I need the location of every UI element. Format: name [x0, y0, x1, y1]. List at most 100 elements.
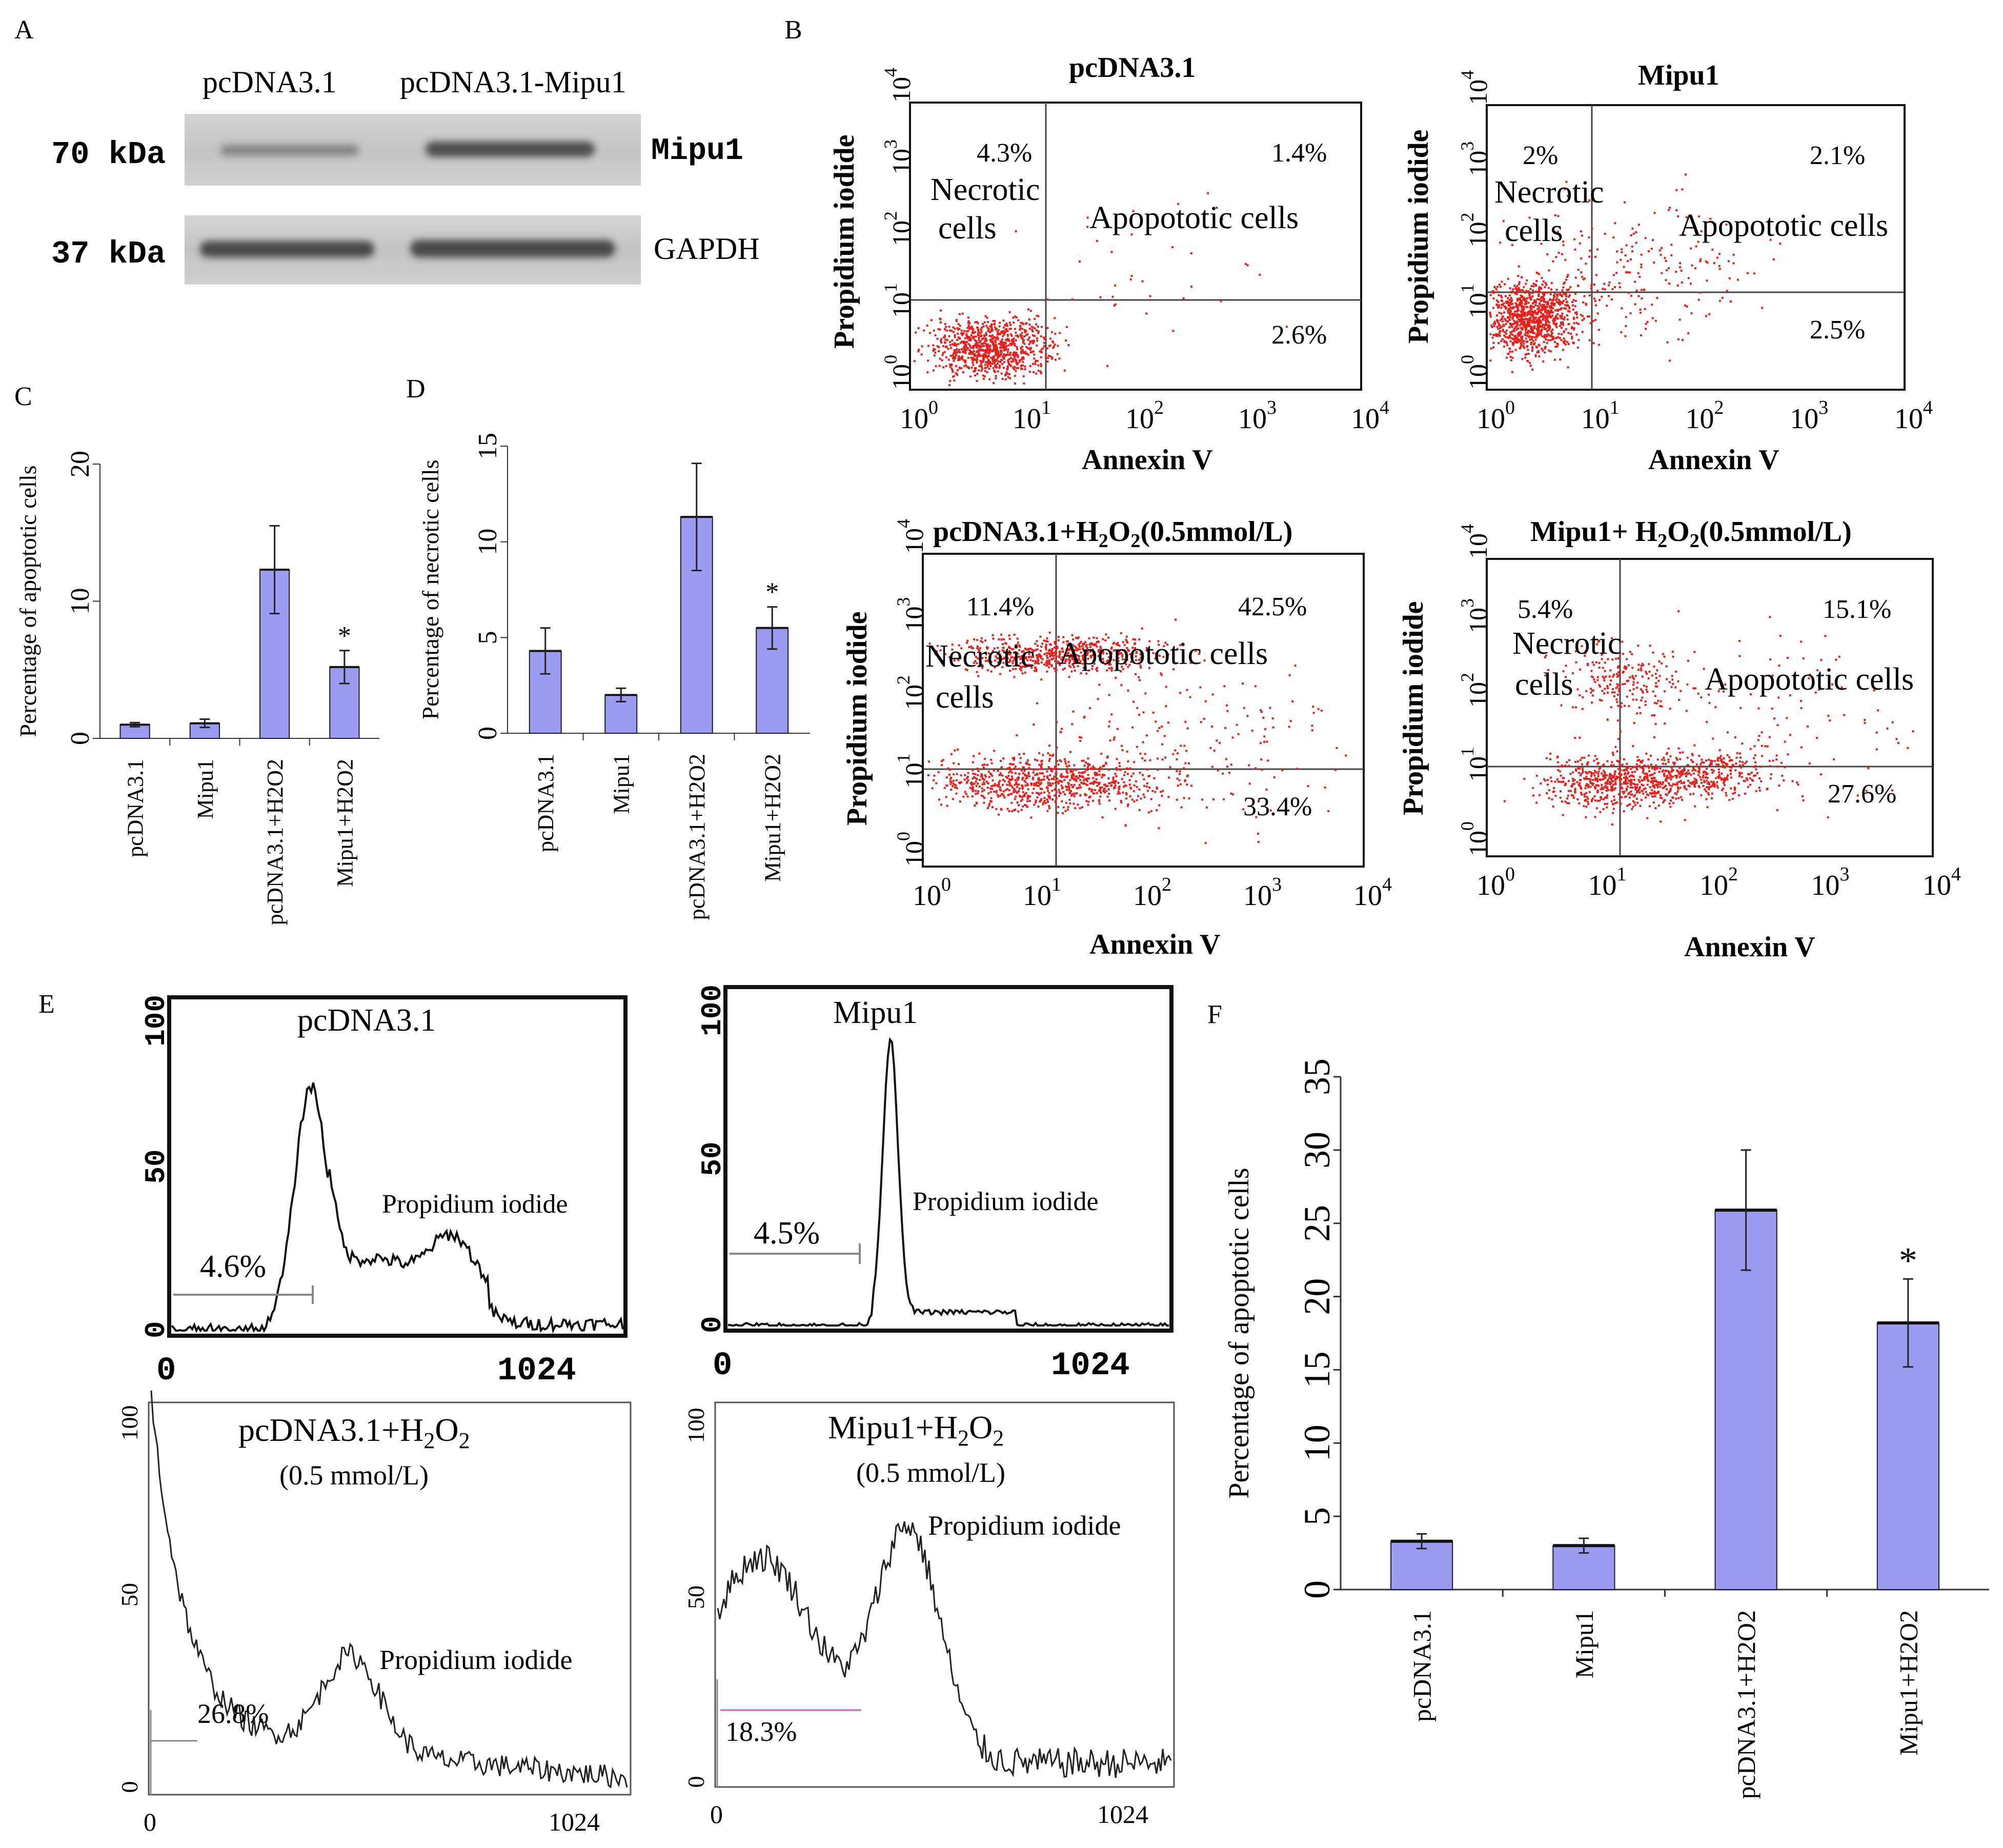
event-dot	[1494, 323, 1496, 325]
event-dot	[1130, 233, 1133, 236]
event-dot	[1534, 338, 1537, 341]
event-dot	[1526, 345, 1529, 347]
event-dot	[1054, 332, 1057, 335]
event-dot	[1802, 657, 1805, 660]
event-dot	[953, 356, 955, 358]
event-dot	[1014, 772, 1017, 774]
necrotic-label: Necrotic	[925, 639, 1035, 674]
event-dot	[1738, 655, 1741, 657]
event-dot	[966, 639, 969, 642]
event-dot	[1625, 271, 1627, 273]
flow-plot-pcdna: 4.3% 1.4% 2.6% Necrotic cells Apopototic…	[880, 68, 1389, 435]
event-dot	[1671, 768, 1673, 771]
event-dot	[1104, 784, 1106, 786]
event-dot	[1638, 275, 1641, 278]
event-dot	[1543, 778, 1545, 780]
flow-plot-mipu1: 2% 2.1% 2.5% Necrotic cells Apopototic c…	[1457, 70, 1933, 435]
event-dot	[1719, 757, 1722, 759]
event-dot	[1512, 329, 1515, 331]
event-dot	[1521, 295, 1524, 297]
event-dot	[1531, 368, 1534, 371]
event-dot	[1236, 724, 1238, 726]
event-dot	[1525, 317, 1528, 320]
event-dot	[1060, 785, 1063, 787]
event-dot	[1498, 323, 1500, 325]
event-dot	[977, 353, 979, 356]
event-dot	[1242, 808, 1245, 811]
event-dot	[1582, 771, 1584, 773]
event-dot	[948, 326, 950, 328]
event-dot	[1110, 646, 1113, 649]
event-dot	[1073, 784, 1076, 786]
event-dot	[1231, 736, 1234, 739]
event-dot	[1020, 350, 1023, 353]
event-dot	[987, 328, 990, 330]
event-dot	[1021, 656, 1023, 658]
event-dot	[1669, 681, 1671, 684]
event-dot	[969, 350, 972, 352]
event-dot	[1147, 775, 1150, 777]
event-dot	[1057, 812, 1059, 814]
event-dot	[998, 367, 1001, 369]
event-dot	[976, 350, 979, 352]
event-dot	[1010, 357, 1012, 359]
event-dot	[1579, 785, 1581, 787]
flow-ytick: 104	[880, 68, 916, 103]
event-dot	[1098, 802, 1101, 805]
event-dot	[1005, 378, 1007, 380]
event-dot	[1044, 802, 1047, 805]
event-dot	[1693, 777, 1696, 780]
event-dot	[1753, 775, 1755, 777]
event-dot	[1034, 662, 1037, 665]
event-dot	[993, 382, 995, 384]
event-dot	[978, 334, 980, 337]
event-dot	[1118, 788, 1120, 790]
event-dot	[1039, 350, 1041, 353]
event-dot	[1086, 652, 1089, 654]
event-dot	[1085, 794, 1087, 796]
event-dot	[1603, 770, 1605, 772]
event-dot	[1023, 339, 1025, 342]
event-dot	[1625, 776, 1628, 779]
event-dot	[1681, 771, 1684, 773]
event-dot	[977, 675, 980, 677]
event-dot	[998, 650, 1001, 653]
event-dot	[1718, 253, 1721, 255]
event-dot	[1039, 655, 1042, 658]
event-dot	[1539, 303, 1541, 305]
event-dot	[1668, 784, 1671, 787]
event-dot	[1000, 330, 1003, 333]
event-dot	[1640, 266, 1643, 269]
event-dot	[1610, 782, 1612, 785]
event-dot	[926, 324, 928, 327]
event-dot	[1015, 795, 1017, 798]
event-dot	[931, 787, 934, 790]
event-dot	[1039, 772, 1041, 775]
event-dot	[1058, 656, 1061, 659]
event-dot	[1113, 787, 1116, 790]
event-dot	[933, 774, 936, 777]
event-dot	[1013, 366, 1016, 368]
event-dot	[1627, 767, 1629, 769]
event-dot	[990, 773, 993, 776]
event-dot	[1099, 655, 1101, 657]
event-dot	[1082, 659, 1085, 661]
event-dot	[1075, 636, 1077, 639]
event-dot	[1511, 371, 1513, 373]
event-dot	[943, 351, 946, 353]
event-dot	[1036, 359, 1039, 362]
event-dot	[1643, 776, 1646, 778]
event-dot	[1802, 799, 1805, 801]
event-dot	[1655, 768, 1658, 770]
event-dot	[1621, 251, 1623, 253]
event-dot	[994, 783, 996, 786]
event-dot	[1694, 267, 1696, 270]
event-dot	[1545, 321, 1548, 324]
event-dot	[1067, 781, 1069, 784]
event-dot	[983, 353, 985, 355]
event-dot	[948, 769, 951, 771]
event-dot	[1635, 687, 1638, 689]
event-dot	[1655, 792, 1657, 795]
event-dot	[1003, 361, 1005, 364]
event-dot	[1562, 349, 1564, 351]
